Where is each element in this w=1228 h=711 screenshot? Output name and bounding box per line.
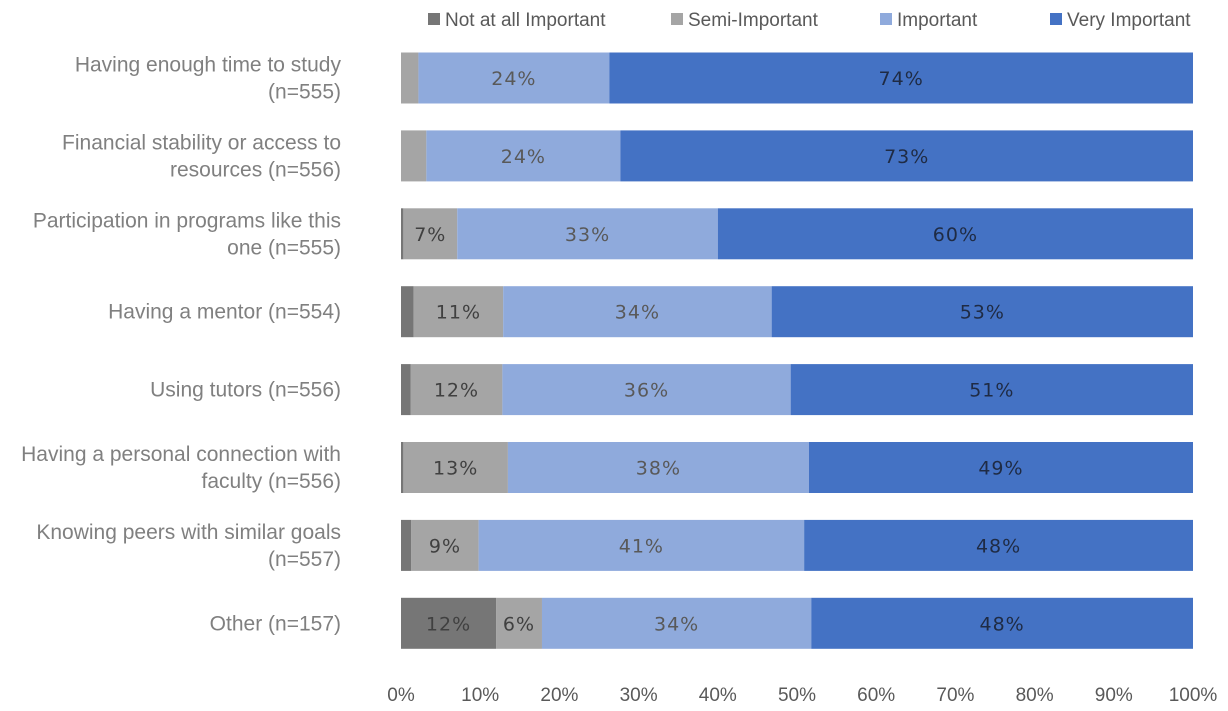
data-label: 24% xyxy=(501,146,546,168)
data-label: 38% xyxy=(636,458,681,480)
category-label: one (n=555) xyxy=(227,236,341,259)
x-tick-label: 0% xyxy=(387,685,415,706)
legend-label: Very Important xyxy=(1067,10,1191,31)
category-label: Financial stability or access to xyxy=(62,131,341,154)
data-label: 41% xyxy=(619,535,664,557)
data-label: 7% xyxy=(414,224,446,246)
data-label: 11% xyxy=(436,302,481,324)
category-label: Having a personal connection with xyxy=(21,443,341,466)
bar-segment xyxy=(413,286,504,338)
bar-segment xyxy=(411,519,479,571)
legend-swatch xyxy=(1050,13,1062,25)
bar-segment xyxy=(401,286,414,338)
bar-segment xyxy=(403,442,508,493)
bar-segment xyxy=(401,364,411,416)
category-label: Other (n=157) xyxy=(210,612,341,635)
data-label: 6% xyxy=(503,613,535,635)
category-labels: Having enough time to study (n=555) Financ… xyxy=(21,54,341,636)
legend-swatch xyxy=(671,13,683,25)
bar-segment xyxy=(503,286,772,338)
category-label: faculty (n=556) xyxy=(202,470,342,493)
x-tick-label: 70% xyxy=(936,685,974,706)
data-label: 24% xyxy=(491,68,536,90)
x-tick-label: 30% xyxy=(620,685,658,706)
bar-segment xyxy=(401,130,427,182)
category-label: Using tutors (n=556) xyxy=(150,379,341,402)
bar-segment xyxy=(410,364,503,416)
legend-swatch xyxy=(880,13,892,25)
data-label: 74% xyxy=(879,68,924,90)
category-label: resources (n=556) xyxy=(170,158,341,181)
bar-segment xyxy=(808,442,1193,493)
x-axis-ticks: 0% 10% 20% 30% 40% 50% 60% 70% 80% 90% 100% xyxy=(387,685,1217,706)
x-tick-label: 20% xyxy=(540,685,578,706)
bar-segment xyxy=(418,52,610,104)
legend-label: Semi-Important xyxy=(688,10,819,31)
category-label: (n=555) xyxy=(268,81,341,104)
legend-label: Important xyxy=(897,10,978,31)
bar-segment xyxy=(496,597,542,649)
bar-segment xyxy=(478,519,805,571)
bar-segment xyxy=(717,208,1193,260)
bar-segment xyxy=(541,597,812,649)
bar-segment xyxy=(457,208,718,260)
x-tick-label: 100% xyxy=(1169,685,1218,706)
bar-segment xyxy=(401,52,419,104)
data-label: 48% xyxy=(980,613,1025,635)
bar-segment xyxy=(403,208,458,260)
data-label: 48% xyxy=(976,535,1021,557)
category-label: Having a mentor (n=554) xyxy=(108,301,341,324)
data-label: 53% xyxy=(960,302,1005,324)
data-label: 9% xyxy=(429,535,461,557)
bar-segment xyxy=(620,130,1193,182)
bar-segment xyxy=(426,130,621,182)
bar-segment xyxy=(502,364,791,416)
data-label: 60% xyxy=(933,224,978,246)
data-label: 34% xyxy=(654,613,699,635)
category-label: (n=557) xyxy=(268,548,341,571)
bar-segment xyxy=(771,286,1193,338)
data-label: 36% xyxy=(624,380,669,402)
bar-segment xyxy=(507,442,809,493)
data-label: 34% xyxy=(615,302,660,324)
x-tick-label: 80% xyxy=(1016,685,1054,706)
x-tick-label: 10% xyxy=(461,685,499,706)
bar-segment xyxy=(790,364,1193,416)
category-label: Knowing peers with similar goals xyxy=(36,521,341,544)
data-label: 49% xyxy=(978,458,1023,480)
legend-label: Not at all Important xyxy=(445,10,606,31)
data-label: 13% xyxy=(433,458,478,480)
x-tick-label: 60% xyxy=(857,685,895,706)
bar-segment xyxy=(804,519,1193,571)
bars-area: 24% 74% 24% 73% 7% 33% 60% 11% 34% 53% 12% 36% 51% 13… xyxy=(401,52,1193,649)
bar-segment xyxy=(811,597,1193,649)
x-tick-label: 50% xyxy=(778,685,816,706)
x-tick-label: 90% xyxy=(1095,685,1133,706)
bar-segment xyxy=(401,208,404,260)
chart-legend: Not at all Important Semi-Important Import… xyxy=(428,10,1191,31)
category-label: Participation in programs like this xyxy=(33,209,341,232)
data-label: 12% xyxy=(426,613,471,635)
data-label: 12% xyxy=(434,380,479,402)
data-label: 51% xyxy=(969,380,1014,402)
data-label: 33% xyxy=(565,224,610,246)
data-label: 73% xyxy=(884,146,929,168)
bar-segment xyxy=(609,52,1193,104)
legend-swatch xyxy=(428,13,440,25)
bar-segment xyxy=(401,442,404,493)
bar-segment xyxy=(401,519,412,571)
bar-segment xyxy=(401,597,497,649)
x-tick-label: 40% xyxy=(699,685,737,706)
category-label: Having enough time to study xyxy=(75,54,342,77)
